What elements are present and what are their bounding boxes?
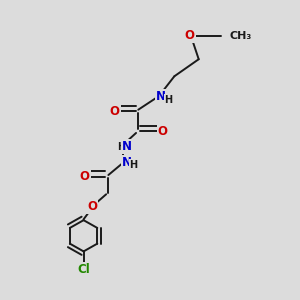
Text: O: O: [80, 170, 90, 183]
Text: CH₃: CH₃: [230, 31, 252, 41]
Text: Cl: Cl: [77, 263, 90, 276]
Text: H: H: [129, 160, 137, 170]
Text: N: N: [122, 140, 132, 153]
Text: O: O: [185, 29, 195, 43]
Text: N: N: [122, 156, 132, 169]
Text: O: O: [158, 125, 168, 138]
Text: O: O: [87, 200, 98, 213]
Text: H: H: [117, 142, 125, 152]
Text: N: N: [156, 90, 166, 104]
Text: O: O: [110, 105, 120, 118]
Text: H: H: [164, 95, 172, 105]
